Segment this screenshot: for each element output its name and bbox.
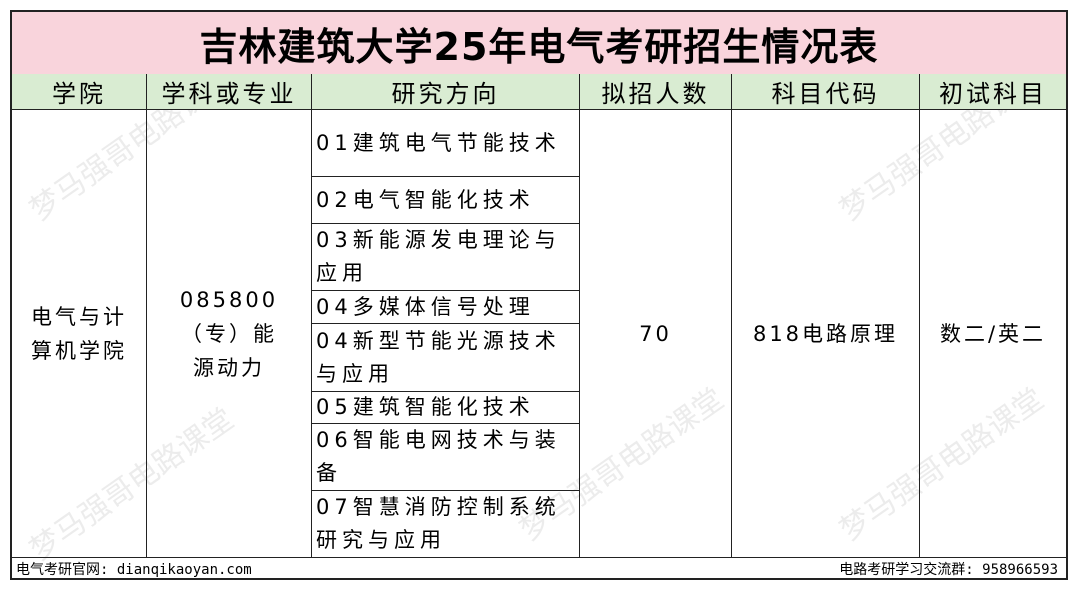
exam-subjects-cell: 数二/英二 [939, 321, 1047, 346]
direction-item: 04多媒体信号处理 [312, 291, 580, 324]
header-exam: 初试科目 [920, 74, 1066, 110]
direction-item: 03新能源发电理论与应用 [312, 224, 580, 291]
quota-cell: 70 [580, 110, 732, 557]
header-college: 学院 [12, 74, 147, 110]
direction-item: 02电气智能化技术 [312, 177, 580, 224]
footer-website: 电气考研官网: dianqikaoyan.com [16, 562, 252, 578]
footer: 电气考研官网: dianqikaoyan.com 电路考研学习交流群: 9589… [12, 557, 1066, 580]
header-quota: 拟招人数 [580, 74, 732, 110]
direction-item: 04新型节能光源技术与应用 [312, 324, 580, 392]
direction-item: 06智能电网技术与装备 [312, 424, 580, 491]
direction-item: 05建筑智能化技术 [312, 392, 580, 424]
college-cell: 电气与计算机学院 [12, 110, 147, 557]
major-cell: 085800（专）能源动力 [147, 110, 312, 557]
direction-item: 07智慧消防控制系统研究与应用 [312, 491, 580, 557]
header-direction: 研究方向 [312, 74, 580, 110]
admissions-table: 吉林建筑大学25年电气考研招生情况表 学院 学科或专业 研究方向 拟招人数 科目… [10, 10, 1068, 580]
header-code: 科目代码 [732, 74, 920, 110]
table-title: 吉林建筑大学25年电气考研招生情况表 [12, 12, 1066, 75]
header-major: 学科或专业 [147, 74, 312, 110]
direction-item: 01建筑电气节能技术 [312, 110, 580, 177]
footer-group: 电路考研学习交流群: 958966593 [839, 562, 1058, 578]
subject-code-cell: 818电路原理 [732, 110, 920, 557]
